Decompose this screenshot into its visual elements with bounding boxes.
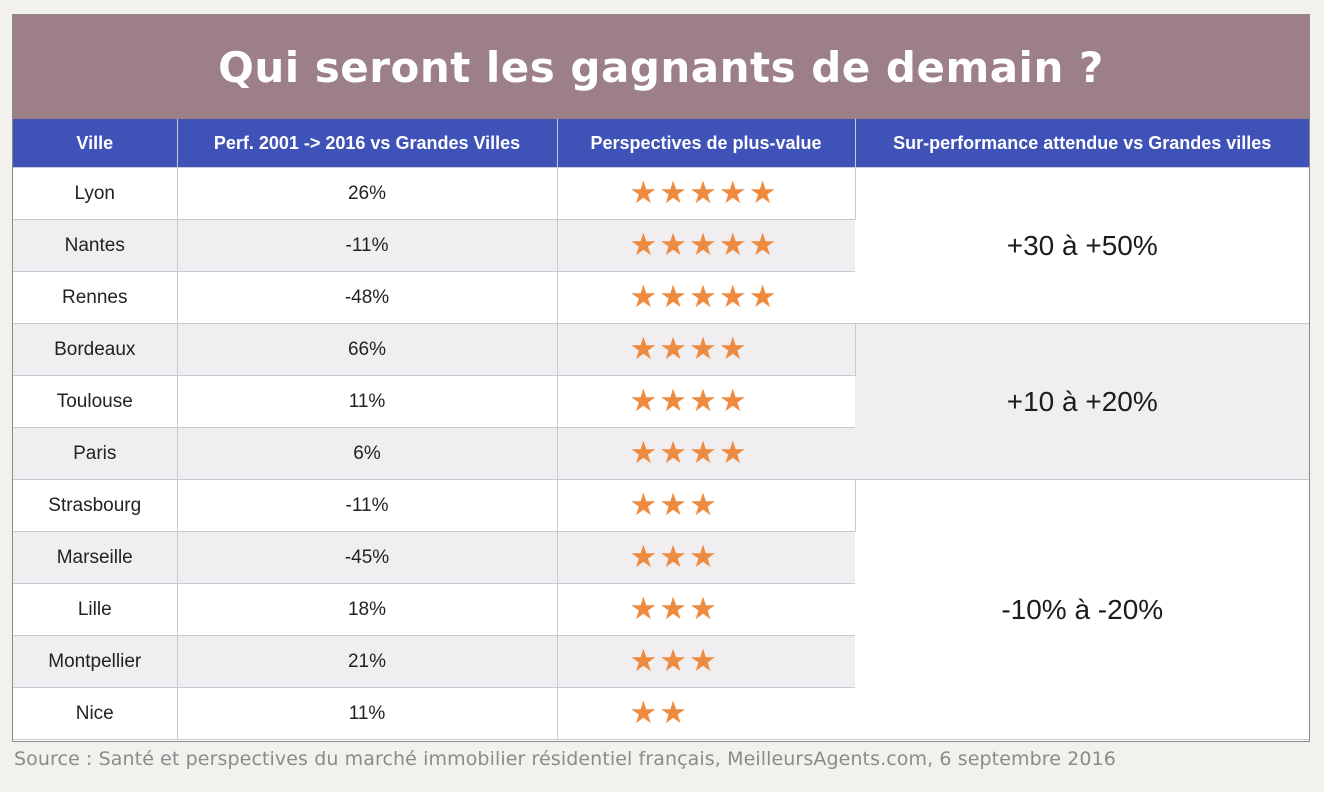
star-icon: ★ — [659, 643, 688, 679]
star-icon: ★ — [629, 539, 658, 575]
stars-cell: ★★★★★ — [557, 271, 855, 324]
stars-cell: ★★★ — [557, 635, 855, 688]
star-icon: ★ — [659, 331, 688, 367]
star-icon: ★ — [689, 331, 717, 367]
star-icon: ★ — [659, 279, 688, 315]
stars-cell: ★★★ — [557, 583, 855, 636]
table-row: Lille 18% ★★★ — [13, 583, 1309, 636]
stars-cell: ★★★★ — [557, 427, 855, 480]
star-icon: ★ — [629, 279, 658, 315]
header-sur-performance: Sur-performance attendue vs Grandes vill… — [855, 119, 1309, 168]
table-row: Toulouse 11% ★★★★ — [13, 375, 1309, 428]
perf-cell: 18% — [177, 583, 558, 636]
header-perspectives: Perspectives de plus-value — [557, 119, 856, 168]
city-cell: Paris — [13, 427, 178, 480]
star-icon: ★ — [718, 331, 747, 367]
star-icon: ★ — [629, 643, 658, 679]
table-row: Rennes -48% ★★★★★ — [13, 271, 1309, 324]
star-icon: ★ — [659, 175, 688, 211]
group-label: +30 à +50% — [855, 167, 1309, 324]
page-title: Qui seront les gagnants de demain ? — [218, 42, 1104, 92]
perf-cell: 66% — [177, 323, 558, 376]
table-header-row: Ville Perf. 2001 -> 2016 vs Grandes Vill… — [13, 119, 1309, 168]
ranking-table: Ville Perf. 2001 -> 2016 vs Grandes Vill… — [13, 119, 1309, 740]
perf-cell: -48% — [177, 271, 558, 324]
perf-cell: 11% — [177, 375, 558, 428]
star-icon: ★ — [689, 539, 717, 575]
star-icon: ★ — [629, 175, 658, 211]
star-icon: ★ — [629, 487, 658, 523]
star-icon: ★ — [659, 695, 688, 731]
table-row: Paris 6% ★★★★ — [13, 427, 1309, 480]
city-cell: Nantes — [13, 219, 178, 272]
title-bar: Qui seront les gagnants de demain ? — [13, 15, 1309, 119]
perf-cell: -11% — [177, 479, 558, 532]
star-icon: ★ — [748, 279, 777, 315]
star-icon: ★ — [718, 279, 747, 315]
star-icon: ★ — [689, 279, 717, 315]
star-icon: ★ — [718, 175, 747, 211]
header-ville: Ville — [13, 119, 178, 168]
star-icon: ★ — [689, 227, 717, 263]
star-icon: ★ — [659, 227, 688, 263]
table-row: Lyon 26% ★★★★★ +30 à +50% — [13, 167, 1309, 324]
perf-cell: 6% — [177, 427, 558, 480]
infographic-frame: Qui seront les gagnants de demain ? Vill… — [12, 14, 1310, 742]
star-icon: ★ — [718, 383, 747, 419]
perf-cell: 26% — [177, 167, 558, 220]
table-row: Marseille -45% ★★★ — [13, 531, 1309, 584]
header-perf: Perf. 2001 -> 2016 vs Grandes Villes — [177, 119, 558, 168]
star-icon: ★ — [689, 435, 717, 471]
star-icon: ★ — [748, 175, 777, 211]
table-row: Montpellier 21% ★★★ — [13, 635, 1309, 688]
star-icon: ★ — [629, 695, 658, 731]
city-cell: Rennes — [13, 271, 178, 324]
group-label: -10% à -20% — [855, 479, 1309, 740]
star-icon: ★ — [659, 383, 688, 419]
star-icon: ★ — [629, 331, 658, 367]
city-cell: Strasbourg — [13, 479, 178, 532]
city-cell: Lille — [13, 583, 178, 636]
star-icon: ★ — [659, 487, 688, 523]
star-icon: ★ — [629, 435, 658, 471]
stars-cell: ★★★★ — [557, 375, 855, 428]
stars-cell: ★★★★ — [557, 323, 856, 376]
star-icon: ★ — [689, 383, 717, 419]
star-icon: ★ — [629, 383, 658, 419]
star-icon: ★ — [748, 227, 777, 263]
star-icon: ★ — [718, 227, 747, 263]
perf-cell: -11% — [177, 219, 558, 272]
city-cell: Lyon — [13, 167, 178, 220]
table-row: Bordeaux 66% ★★★★ +10 à +20% — [13, 323, 1309, 480]
star-icon: ★ — [659, 539, 688, 575]
city-cell: Marseille — [13, 531, 178, 584]
star-icon: ★ — [629, 227, 658, 263]
table-row: Strasbourg -11% ★★★ -10% à -20% — [13, 479, 1309, 740]
stars-cell: ★★★ — [557, 531, 855, 584]
table-row: Nice 11% ★★ — [13, 687, 1309, 740]
perf-cell: 21% — [177, 635, 558, 688]
star-icon: ★ — [689, 487, 717, 523]
table-row: Nantes -11% ★★★★★ — [13, 219, 1309, 272]
city-cell: Toulouse — [13, 375, 178, 428]
star-icon: ★ — [689, 591, 717, 627]
stars-cell: ★★ — [557, 687, 855, 740]
star-icon: ★ — [689, 643, 717, 679]
star-icon: ★ — [659, 591, 688, 627]
star-icon: ★ — [629, 591, 658, 627]
city-cell: Bordeaux — [13, 323, 178, 376]
stars-cell: ★★★★★ — [557, 219, 855, 272]
source-note: Source : Santé et perspectives du marché… — [14, 748, 1116, 770]
star-icon: ★ — [689, 175, 717, 211]
perf-cell: -45% — [177, 531, 558, 584]
city-cell: Montpellier — [13, 635, 178, 688]
stars-cell: ★★★★★ — [557, 167, 856, 220]
star-icon: ★ — [718, 435, 747, 471]
city-cell: Nice — [13, 687, 178, 740]
stars-cell: ★★★ — [557, 479, 856, 532]
perf-cell: 11% — [177, 687, 558, 740]
group-label: +10 à +20% — [855, 323, 1309, 480]
star-icon: ★ — [659, 435, 688, 471]
